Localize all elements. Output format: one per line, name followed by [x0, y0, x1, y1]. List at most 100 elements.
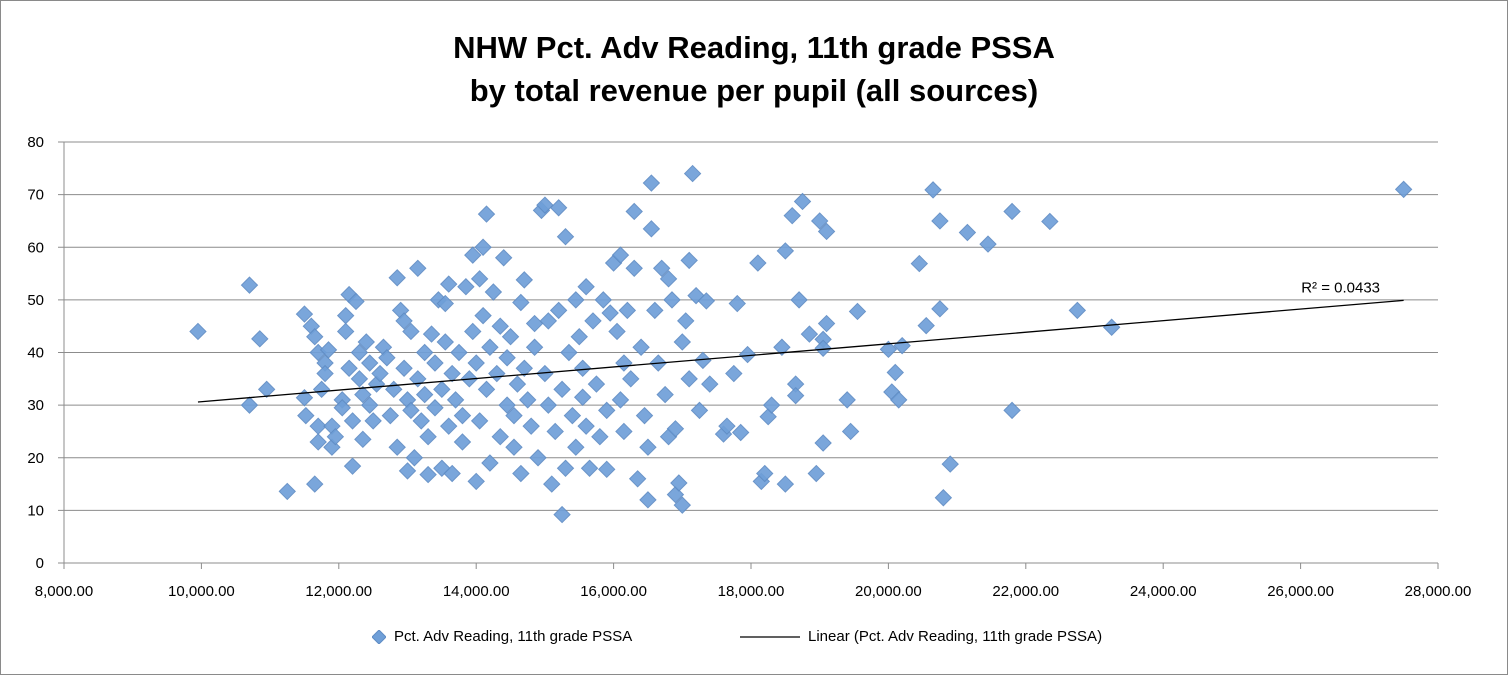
data-point	[567, 438, 585, 456]
data-point	[663, 291, 681, 309]
data-point	[807, 464, 825, 483]
data-point	[553, 505, 571, 524]
data-point	[306, 328, 324, 346]
x-tick-label: 20,000.00	[855, 583, 922, 600]
data-point	[354, 385, 372, 404]
x-tick-label: 26,000.00	[1267, 583, 1334, 600]
data-point	[343, 457, 362, 475]
data-point	[598, 401, 616, 420]
data-point	[573, 388, 592, 406]
data-point	[666, 420, 685, 438]
data-point	[525, 314, 544, 333]
legend-label-series: Pct. Adv Reading, 11th grade PSSA	[394, 628, 633, 645]
data-point	[457, 278, 475, 296]
data-point	[436, 294, 454, 313]
data-point	[501, 328, 520, 346]
x-tick-label: 24,000.00	[1130, 583, 1197, 600]
data-point	[814, 339, 832, 357]
data-point	[611, 246, 630, 264]
data-point	[594, 291, 613, 309]
data-point	[625, 202, 643, 221]
x-tick-label: 16,000.00	[580, 583, 647, 600]
data-point	[512, 293, 530, 312]
data-point	[494, 249, 513, 267]
data-point	[505, 438, 523, 456]
data-point	[549, 199, 568, 217]
data-point	[680, 370, 698, 388]
data-point	[776, 475, 795, 493]
data-point	[354, 430, 372, 449]
chart-title-line-1: NHW Pct. Adv Reading, 11th grade PSSA	[453, 30, 1055, 65]
data-point	[893, 336, 911, 355]
data-point	[450, 343, 468, 362]
data-point	[433, 380, 451, 399]
data-point	[515, 271, 533, 289]
data-point	[426, 399, 444, 417]
data-point	[790, 291, 808, 309]
data-point	[326, 427, 345, 446]
data-point	[1068, 301, 1087, 320]
data-point	[1003, 401, 1021, 420]
data-point	[979, 235, 997, 253]
data-point	[570, 328, 588, 346]
data-point	[491, 317, 509, 335]
data-point	[357, 333, 375, 351]
data-point	[405, 449, 424, 467]
data-point	[690, 401, 709, 420]
data-point	[580, 459, 599, 477]
data-point	[642, 174, 661, 192]
data-point	[529, 449, 547, 467]
data-point	[488, 364, 506, 383]
data-point	[642, 220, 661, 238]
data-point	[470, 270, 489, 288]
data-point	[553, 380, 571, 399]
data-point	[336, 306, 355, 325]
data-point	[312, 380, 331, 399]
data-point	[652, 259, 671, 278]
data-point	[515, 359, 533, 377]
data-point	[419, 427, 437, 446]
data-point	[350, 343, 369, 362]
data-point	[615, 422, 633, 441]
data-point	[419, 465, 437, 484]
legend-line-marker	[740, 635, 800, 638]
data-point	[364, 412, 382, 430]
data-point	[453, 406, 472, 425]
data-point	[415, 343, 434, 362]
data-point	[889, 391, 908, 409]
data-point	[848, 302, 867, 321]
data-point	[738, 345, 757, 364]
data-point	[477, 205, 496, 223]
data-point	[350, 370, 369, 388]
data-point	[591, 427, 609, 446]
data-point	[474, 306, 492, 325]
data-point	[728, 294, 746, 313]
data-point	[800, 325, 819, 343]
data-point	[409, 259, 427, 278]
data-point	[1394, 180, 1413, 199]
data-point	[549, 301, 568, 320]
data-point	[958, 223, 977, 242]
data-point	[546, 422, 564, 441]
data-point	[931, 300, 949, 318]
data-point	[453, 433, 472, 451]
data-point	[941, 455, 959, 473]
data-point	[656, 385, 674, 404]
data-point	[731, 423, 750, 442]
data-point	[879, 340, 898, 359]
data-point	[378, 349, 396, 367]
data-point	[786, 386, 805, 405]
data-point	[536, 364, 554, 383]
data-point	[573, 359, 592, 377]
x-tick-label: 28,000.00	[1405, 583, 1472, 600]
data-point	[398, 462, 417, 480]
y-tick-label: 50	[27, 292, 44, 309]
data-point	[508, 375, 527, 393]
data-point	[615, 354, 633, 372]
data-point	[361, 354, 379, 372]
data-point	[841, 422, 860, 441]
data-point	[577, 278, 595, 296]
data-point	[415, 385, 434, 404]
data-point	[539, 396, 558, 414]
